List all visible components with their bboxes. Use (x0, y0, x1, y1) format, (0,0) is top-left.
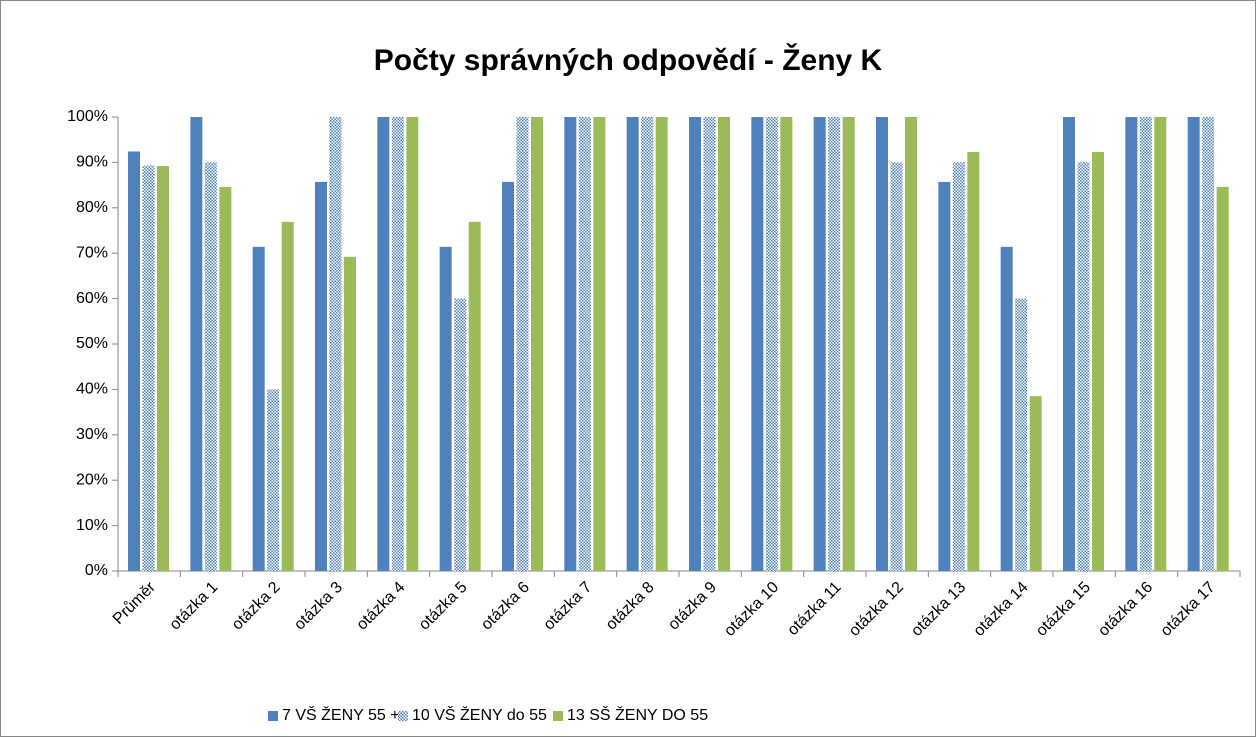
bar (531, 117, 543, 571)
bar (516, 117, 529, 571)
y-tick-label: 60% (76, 290, 108, 307)
bar (813, 117, 826, 571)
bar (1154, 117, 1167, 571)
bar (718, 117, 730, 571)
bar (1029, 396, 1042, 571)
y-tick-label: 40% (76, 381, 108, 398)
bar (780, 117, 793, 571)
bar (377, 117, 390, 571)
bar (468, 221, 481, 571)
bar (267, 389, 280, 571)
bar (406, 117, 419, 571)
y-tick-label: 90% (76, 154, 108, 171)
y-tick-label: 0% (85, 562, 108, 579)
bar (502, 181, 514, 571)
y-tick-label: 10% (76, 517, 108, 534)
bar (1139, 117, 1152, 571)
bar (439, 246, 452, 571)
legend-swatch (268, 711, 278, 721)
bar (281, 221, 294, 571)
legend-label: 7 VŠ ŽENY 55 + (282, 705, 400, 724)
legend-label: 10 VŠ ŽENY do 55 (412, 705, 547, 724)
bar (1092, 151, 1104, 571)
bar (876, 117, 888, 571)
y-tick-label: 20% (76, 471, 108, 488)
bar (765, 117, 778, 571)
y-tick-label: 100% (67, 108, 108, 125)
bar (689, 117, 701, 571)
bar (128, 151, 140, 571)
bar (938, 181, 951, 571)
bar (905, 117, 917, 571)
legend-swatch (553, 711, 563, 721)
bar (967, 151, 980, 571)
bar (593, 117, 606, 571)
bar (655, 117, 668, 571)
bar (842, 117, 855, 571)
bar (641, 117, 654, 571)
bar (751, 117, 764, 571)
bar (1202, 117, 1215, 571)
y-tick-label: 30% (76, 426, 108, 443)
bar (329, 117, 342, 571)
bar (1063, 117, 1075, 571)
bar (1000, 246, 1013, 571)
bar (828, 117, 841, 571)
bar (157, 166, 169, 572)
y-tick-label: 70% (76, 244, 108, 261)
y-tick-label: 80% (76, 199, 108, 216)
bar (1125, 117, 1138, 571)
legend-swatch (398, 711, 408, 721)
bar (344, 256, 356, 571)
y-tick-label: 50% (76, 335, 108, 352)
bar (190, 117, 203, 571)
chart-title: Počty správných odpovědí - Ženy K (374, 43, 883, 77)
bar (1216, 186, 1229, 571)
bar (564, 117, 577, 571)
bar (142, 165, 155, 571)
bar (219, 186, 232, 571)
bar (454, 298, 467, 571)
bar (1015, 298, 1028, 571)
legend-label: 13 SŠ ŽENY DO 55 (567, 705, 708, 724)
bar (204, 162, 217, 571)
bar (703, 117, 716, 571)
bar (1187, 117, 1200, 571)
bar (890, 162, 903, 571)
bar (952, 162, 965, 571)
bar (252, 246, 265, 571)
bar (391, 117, 404, 571)
bar (315, 181, 327, 571)
bar (578, 117, 591, 571)
bar (626, 117, 639, 571)
bar (1077, 162, 1090, 571)
